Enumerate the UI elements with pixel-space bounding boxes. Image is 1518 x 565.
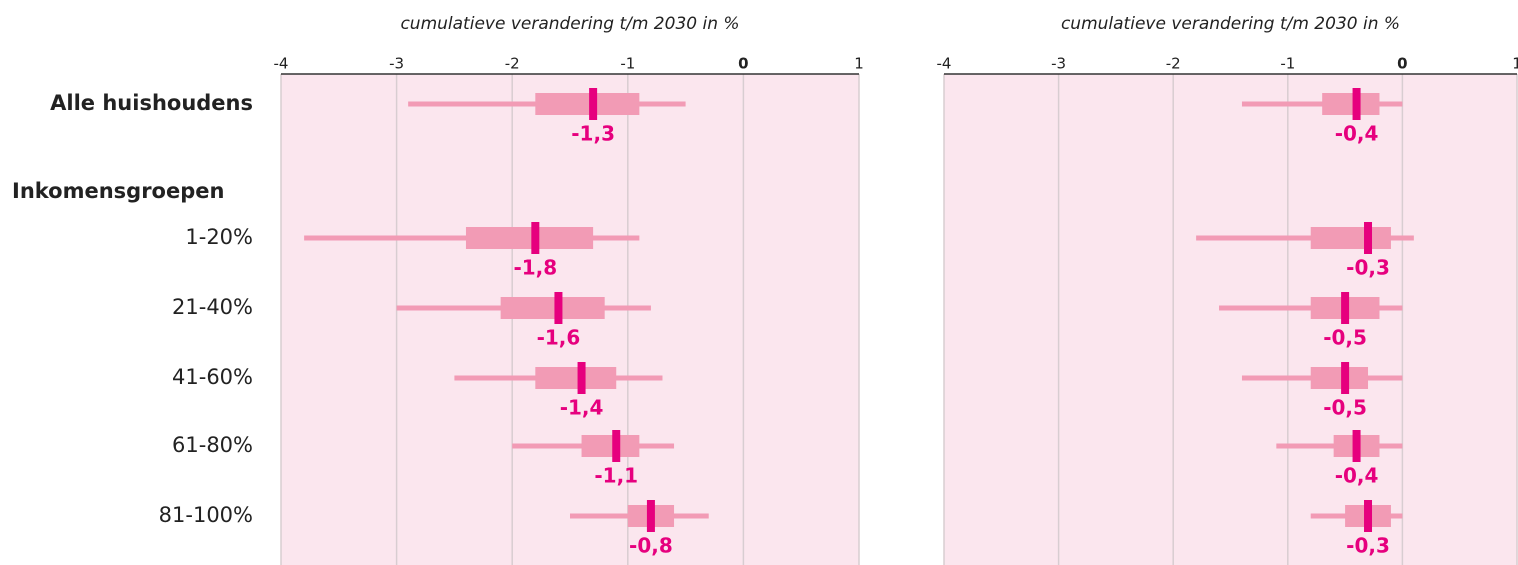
x-tick-label: 1 [854,55,864,73]
median [589,88,598,120]
x-tick-label: 1 [1512,55,1518,73]
whisker [1196,235,1414,241]
axis-title: cumulatieve verandering t/m 2030 in % [1061,14,1400,34]
value-label: -0,4 [1335,464,1379,488]
category-label: 81-100% [159,503,253,527]
group-label: Inkomensgroepen [12,179,224,203]
x-tick-label: 0 [1397,55,1407,73]
x-tick-label: -2 [505,55,520,73]
box [500,297,605,319]
median [1364,222,1373,254]
value-label: -0,4 [1335,122,1379,146]
value-label: -0,3 [1346,534,1390,558]
median [1341,292,1350,324]
box [535,367,617,389]
x-tick-label: -4 [937,55,952,73]
median [554,292,563,324]
x-tick-label: -2 [1166,55,1181,73]
value-label: -0,5 [1323,326,1367,350]
box [465,227,594,249]
panel-background [944,74,1517,565]
median [1352,88,1361,120]
panel-background [281,74,859,565]
category-label: Alle huishoudens [50,91,253,115]
x-tick-label: -1 [620,55,635,73]
median [612,430,621,462]
box [581,435,640,457]
value-label: -0,8 [629,534,673,558]
box [1322,93,1380,115]
axis-title: cumulatieve verandering t/m 2030 in % [400,14,739,34]
value-label: -1,8 [513,256,557,280]
value-label: -0,5 [1323,396,1367,420]
value-label: -0,3 [1346,256,1390,280]
value-label: -1,4 [560,396,604,420]
x-tick-label: -1 [1280,55,1295,73]
median [1352,430,1361,462]
box [535,93,640,115]
x-tick-label: -3 [389,55,404,73]
box [1310,367,1369,389]
value-label: -1,3 [571,122,615,146]
median [1364,500,1373,532]
whisker [1241,101,1403,107]
median [577,362,586,394]
median [531,222,540,254]
x-tick-label: -3 [1051,55,1066,73]
category-label: 21-40% [172,295,253,319]
x-tick-label: 0 [738,55,748,73]
box [1310,227,1391,249]
x-tick-label: -4 [274,55,289,73]
value-label: -1,1 [594,464,638,488]
value-label: -1,6 [537,326,581,350]
category-label: 41-60% [172,365,253,389]
category-label: 1-20% [185,225,253,249]
category-label: 61-80% [172,433,253,457]
median [646,500,655,532]
median [1341,362,1350,394]
